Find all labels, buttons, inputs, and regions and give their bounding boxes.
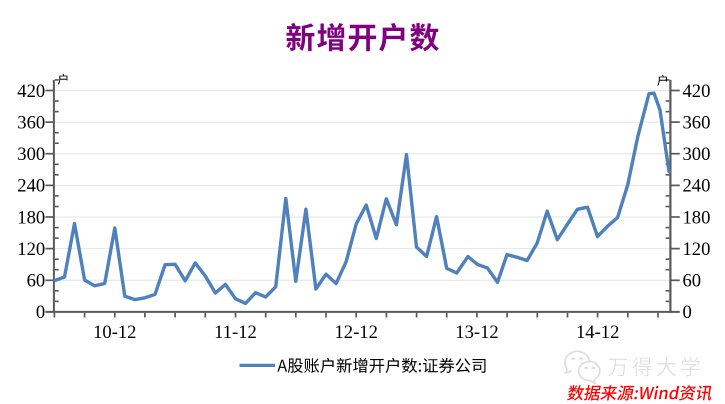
svg-text:360: 360: [17, 112, 45, 133]
svg-text:420: 420: [17, 81, 45, 102]
svg-text:0: 0: [36, 302, 45, 323]
svg-text:11-12: 11-12: [214, 322, 257, 343]
svg-text:300: 300: [17, 144, 45, 165]
svg-text:12-12: 12-12: [335, 322, 378, 343]
svg-text:13-12: 13-12: [455, 322, 498, 343]
svg-text:10-12: 10-12: [93, 322, 136, 343]
svg-text:180: 180: [683, 207, 711, 228]
svg-text:120: 120: [683, 239, 711, 260]
svg-text:120: 120: [17, 239, 45, 260]
svg-text:300: 300: [683, 144, 711, 165]
svg-text:14-12: 14-12: [576, 322, 619, 343]
svg-text:240: 240: [17, 176, 45, 197]
svg-text:60: 60: [683, 271, 702, 292]
svg-text:180: 180: [17, 207, 45, 228]
svg-text:0: 0: [683, 302, 692, 323]
svg-text:240: 240: [683, 176, 711, 197]
svg-text:360: 360: [683, 112, 711, 133]
svg-text:60: 60: [27, 271, 46, 292]
svg-text:420: 420: [683, 81, 711, 102]
